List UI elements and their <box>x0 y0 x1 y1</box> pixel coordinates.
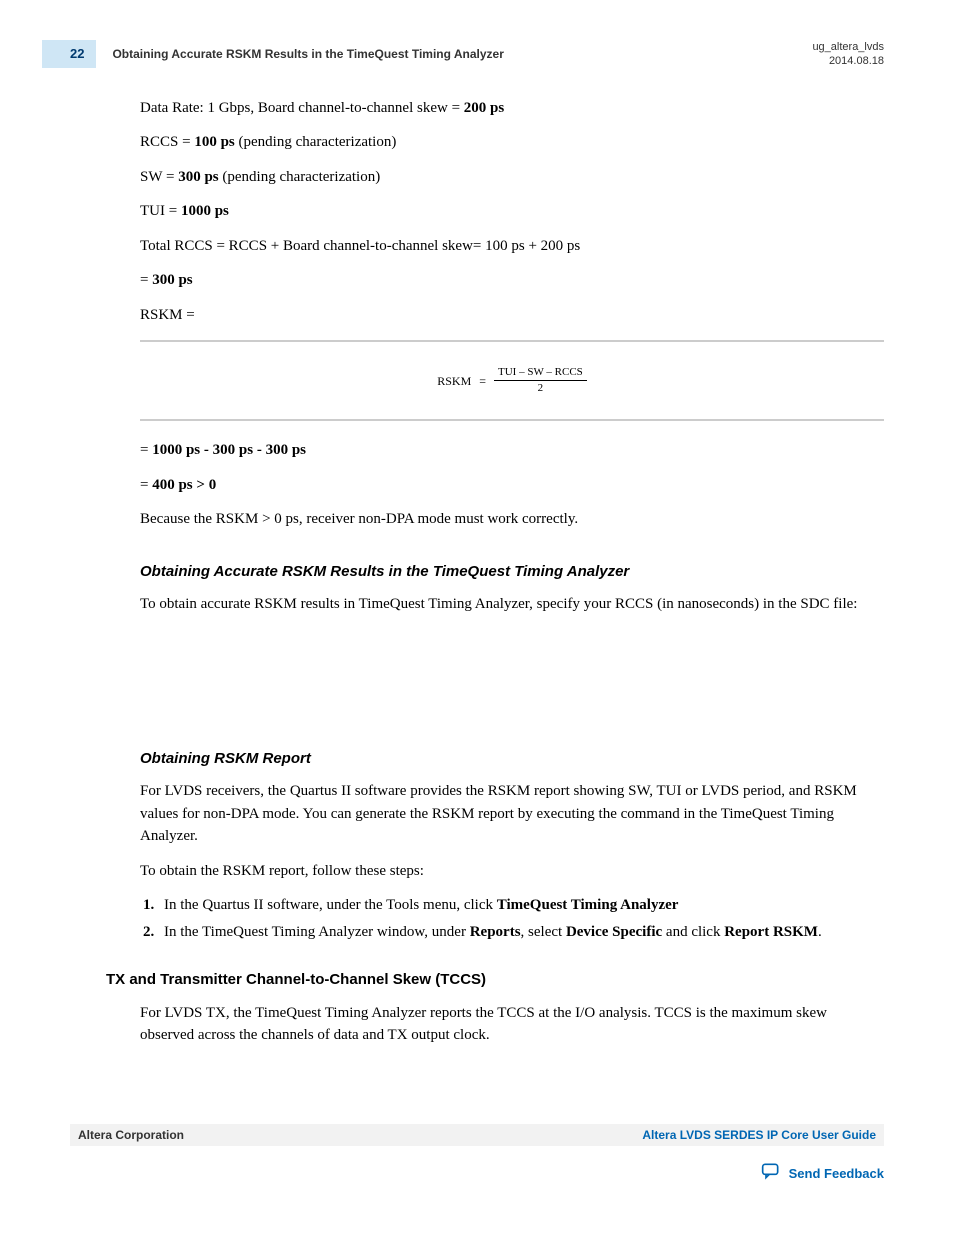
header-right: ug_altera_lvds 2014.08.18 <box>812 40 884 69</box>
body-text: = 300 ps <box>140 269 884 292</box>
page-header: 22 Obtaining Accurate RSKM Results in th… <box>70 40 884 69</box>
body-text: For LVDS receivers, the Quartus II softw… <box>140 780 884 848</box>
body-text: = 400 ps > 0 <box>140 474 884 497</box>
body-text: = 1000 ps - 300 ps - 300 ps <box>140 439 884 462</box>
body-text: RCCS = 100 ps (pending characterization) <box>140 131 884 154</box>
page-number-badge: 22 <box>42 40 96 68</box>
formula-eq: = <box>479 372 486 390</box>
list-item: In the Quartus II software, under the To… <box>158 894 884 917</box>
body-text: To obtain accurate RSKM results in TimeQ… <box>140 593 884 616</box>
doc-date: 2014.08.18 <box>812 54 884 68</box>
send-feedback-link[interactable]: Send Feedback <box>70 1162 884 1186</box>
body-text: To obtain the RSKM report, follow these … <box>140 860 884 883</box>
formula-fraction: TUI – SW – RCCS 2 <box>494 366 587 395</box>
body-text: For LVDS TX, the TimeQuest Timing Analyz… <box>140 1002 884 1047</box>
rskm-formula: RSKM = TUI – SW – RCCS 2 <box>437 366 587 395</box>
spacer <box>140 628 884 718</box>
page-footer: Altera Corporation Altera LVDS SERDES IP… <box>70 1124 884 1186</box>
list-item: In the TimeQuest Timing Analyzer window,… <box>158 921 884 944</box>
section-heading: Obtaining RSKM Report <box>140 748 884 771</box>
header-left: 22 Obtaining Accurate RSKM Results in th… <box>70 40 504 68</box>
body-text: TUI = 1000 ps <box>140 200 884 223</box>
formula-box: RSKM = TUI – SW – RCCS 2 <box>140 340 884 421</box>
page-content: Data Rate: 1 Gbps, Board channel-to-chan… <box>140 97 884 1047</box>
doc-id: ug_altera_lvds <box>812 40 884 54</box>
footer-bar: Altera Corporation Altera LVDS SERDES IP… <box>70 1124 884 1146</box>
body-text: Total RCCS = RCCS + Board channel-to-cha… <box>140 235 884 258</box>
formula-denominator: 2 <box>538 381 544 395</box>
body-text: Data Rate: 1 Gbps, Board channel-to-chan… <box>140 97 884 120</box>
section-heading: TX and Transmitter Channel-to-Channel Sk… <box>106 969 884 992</box>
footer-corporation: Altera Corporation <box>78 1126 184 1144</box>
body-text: Because the RSKM > 0 ps, receiver non-DP… <box>140 508 884 531</box>
formula-lhs: RSKM <box>437 372 471 390</box>
steps-list: In the Quartus II software, under the To… <box>158 894 884 943</box>
body-text: SW = 300 ps (pending characterization) <box>140 166 884 189</box>
formula-numerator: TUI – SW – RCCS <box>494 366 587 381</box>
footer-guide-link[interactable]: Altera LVDS SERDES IP Core User Guide <box>642 1126 876 1144</box>
body-text: RSKM = <box>140 304 884 327</box>
feedback-icon <box>761 1162 781 1186</box>
header-section-title: Obtaining Accurate RSKM Results in the T… <box>112 45 503 63</box>
section-heading: Obtaining Accurate RSKM Results in the T… <box>140 561 884 584</box>
feedback-label: Send Feedback <box>789 1164 884 1184</box>
